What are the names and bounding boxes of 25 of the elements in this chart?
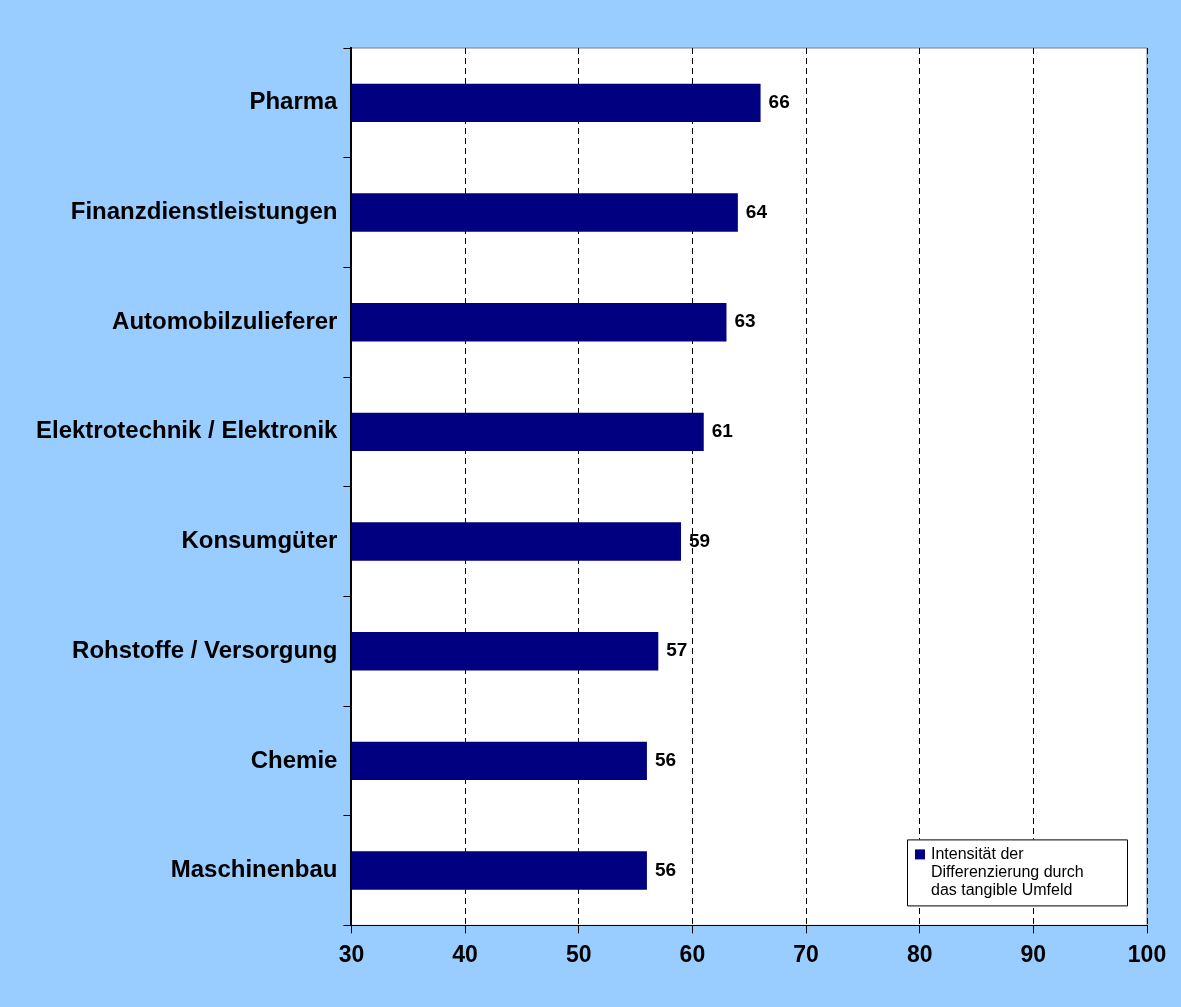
y-tick-label: Elektrotechnik / Elektronik: [35, 416, 339, 444]
x-tick-label: 40: [452, 940, 478, 967]
data-label: 59: [689, 529, 711, 551]
data-label: 66: [768, 91, 790, 113]
y-tick-label: Chemie: [250, 745, 338, 773]
x-tick-label: 30: [338, 940, 365, 967]
legend-label: Intensität der Differenzierung durch das tangible Umfeld: [931, 844, 1084, 898]
data-label: 64: [745, 200, 768, 222]
y-tick-label: Finanzdienstleistungen: [70, 197, 338, 225]
x-tick-label: 80: [906, 940, 933, 967]
x-tick-label: 100: [1127, 940, 1167, 967]
y-tick-label: Rohstoffe / Versorgung: [72, 635, 338, 663]
y-tick-label: Pharma: [249, 87, 339, 115]
x-tick-label: 60: [679, 940, 706, 967]
data-label: 61: [711, 420, 734, 442]
x-tick-label: 70: [793, 940, 819, 967]
x-tick-label: 50: [565, 940, 592, 967]
y-tick-label: Automobilzulieferer: [112, 306, 338, 334]
x-tick-label: 90: [1020, 940, 1047, 967]
data-label: 63: [734, 310, 756, 332]
data-label: 57: [666, 639, 688, 661]
data-label: 56: [654, 858, 677, 880]
y-tick-label: Konsumgüter: [181, 526, 338, 554]
data-label: 56: [654, 749, 677, 771]
y-tick-label: Maschinenbau: [170, 855, 338, 883]
